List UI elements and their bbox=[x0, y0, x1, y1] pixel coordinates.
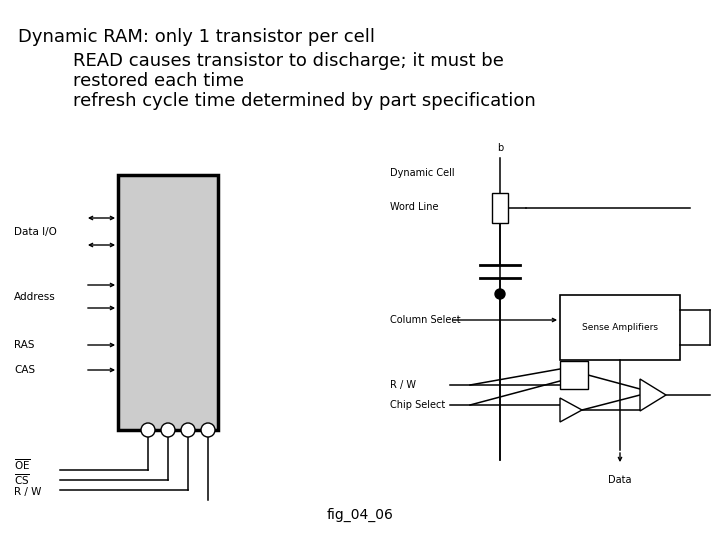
Text: Word Line: Word Line bbox=[390, 202, 438, 213]
Text: b: b bbox=[497, 143, 503, 153]
Bar bbox=[560, 361, 588, 389]
Circle shape bbox=[141, 423, 155, 437]
Text: $\overline{\rm CS}$: $\overline{\rm CS}$ bbox=[14, 472, 30, 488]
Text: Chip Select: Chip Select bbox=[390, 400, 445, 410]
Text: CAS: CAS bbox=[14, 365, 35, 375]
Text: R / W: R / W bbox=[390, 380, 416, 390]
Text: $\overline{\rm OE}$: $\overline{\rm OE}$ bbox=[14, 457, 31, 472]
Polygon shape bbox=[560, 398, 582, 422]
Text: R / W: R / W bbox=[14, 487, 41, 497]
Text: Dynamic RAM: only 1 transistor per cell: Dynamic RAM: only 1 transistor per cell bbox=[18, 28, 375, 46]
Text: Dynamic Cell: Dynamic Cell bbox=[390, 168, 454, 178]
Circle shape bbox=[201, 423, 215, 437]
Text: Data: Data bbox=[608, 475, 631, 485]
Bar bbox=[118, 175, 218, 430]
Circle shape bbox=[495, 289, 505, 299]
Polygon shape bbox=[640, 379, 666, 411]
Text: Sense Amplifiers: Sense Amplifiers bbox=[582, 323, 658, 332]
Text: RAS: RAS bbox=[14, 340, 35, 350]
Text: Column Select: Column Select bbox=[390, 315, 461, 325]
Text: refresh cycle time determined by part specification: refresh cycle time determined by part sp… bbox=[50, 92, 536, 110]
Text: Data I/O: Data I/O bbox=[14, 226, 57, 237]
Circle shape bbox=[161, 423, 175, 437]
Bar bbox=[560, 295, 680, 360]
Text: Address: Address bbox=[14, 292, 55, 301]
Text: fig_04_06: fig_04_06 bbox=[327, 508, 393, 522]
Text: restored each time: restored each time bbox=[50, 72, 244, 90]
Text: READ causes transistor to discharge; it must be: READ causes transistor to discharge; it … bbox=[50, 52, 504, 70]
Bar bbox=[492, 192, 508, 222]
Circle shape bbox=[181, 423, 195, 437]
